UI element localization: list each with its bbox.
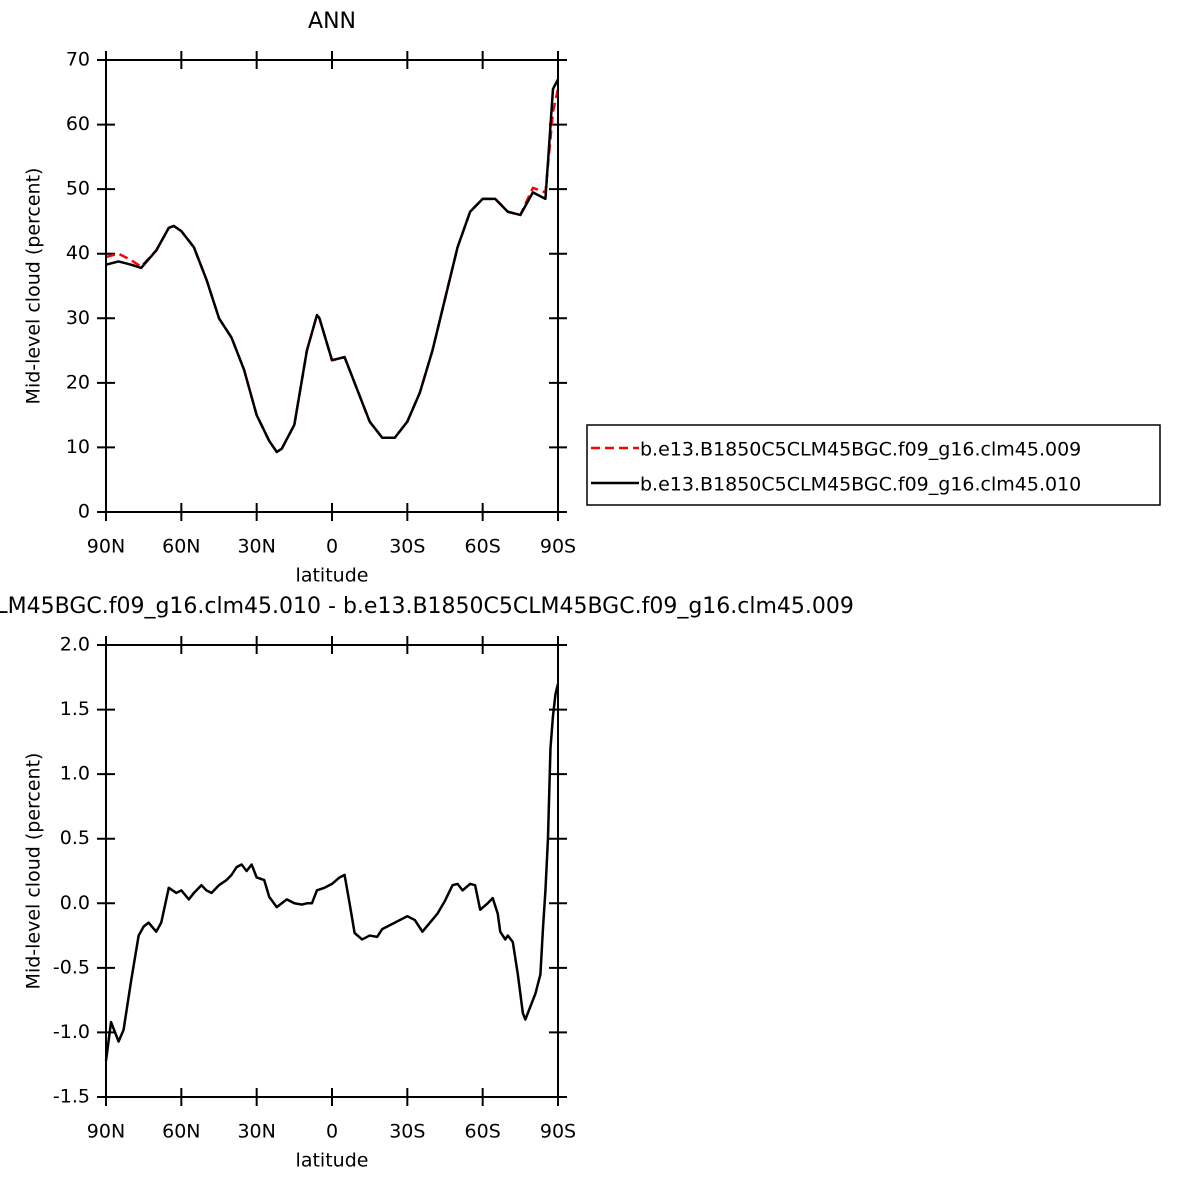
- x-tick-label: 90N: [87, 536, 125, 558]
- y-tick-label: 0.0: [60, 892, 90, 914]
- x-tick-label: 30S: [389, 536, 425, 558]
- y-tick-label: 20: [66, 371, 90, 393]
- y-tick-label: 40: [66, 242, 90, 264]
- y-tick-label: 2.0: [60, 634, 90, 656]
- x-tick-label: 60S: [465, 536, 501, 558]
- y-axis-label: Mid-level cloud (percent): [23, 753, 45, 990]
- data-line: [104, 683, 560, 1062]
- legend-label: b.e13.B1850C5CLM45BGC.f09_g16.clm45.010: [640, 474, 1081, 496]
- x-tick-label: 90N: [87, 1121, 125, 1143]
- y-tick-label: 60: [66, 113, 90, 135]
- y-tick-label: 10: [66, 436, 90, 458]
- y-tick-label: 1.5: [60, 698, 90, 720]
- chart-title: ANN: [308, 9, 356, 34]
- x-tick-label: 90S: [540, 1121, 576, 1143]
- x-axis-label: latitude: [296, 1150, 369, 1172]
- y-tick-label: 1.0: [60, 763, 90, 785]
- x-tick-label: 60N: [162, 536, 200, 558]
- x-tick-label: 30N: [237, 1121, 275, 1143]
- y-tick-label: -1.0: [53, 1021, 90, 1043]
- x-tick-label: 90S: [540, 536, 576, 558]
- x-tick-label: 30S: [389, 1121, 425, 1143]
- y-tick-label: -1.5: [53, 1086, 90, 1108]
- y-tick-label: 0.5: [60, 827, 90, 849]
- plot-frame: [105, 59, 559, 513]
- x-tick-label: 0: [326, 1121, 338, 1143]
- x-tick-label: 60S: [465, 1121, 501, 1143]
- y-tick-label: 30: [66, 307, 90, 329]
- data-line: [105, 88, 560, 454]
- x-tick-label: 0: [326, 536, 338, 558]
- y-tick-label: 70: [66, 49, 90, 71]
- chart-title: b.e13.B1850C5CLM45BGC.f09_g16.clm45.010 …: [0, 594, 854, 619]
- legend-box: [586, 424, 1161, 506]
- legend-label: b.e13.B1850C5CLM45BGC.f09_g16.clm45.009: [640, 439, 1081, 461]
- data-line: [105, 78, 560, 454]
- x-tick-label: 30N: [237, 536, 275, 558]
- y-axis-label: Mid-level cloud (percent): [23, 168, 45, 405]
- y-tick-label: -0.5: [53, 956, 90, 978]
- y-tick-label: 0: [78, 501, 90, 523]
- plot-frame: [105, 644, 559, 1098]
- x-axis-label: latitude: [296, 565, 369, 587]
- y-tick-label: 50: [66, 178, 90, 200]
- x-tick-label: 60N: [162, 1121, 200, 1143]
